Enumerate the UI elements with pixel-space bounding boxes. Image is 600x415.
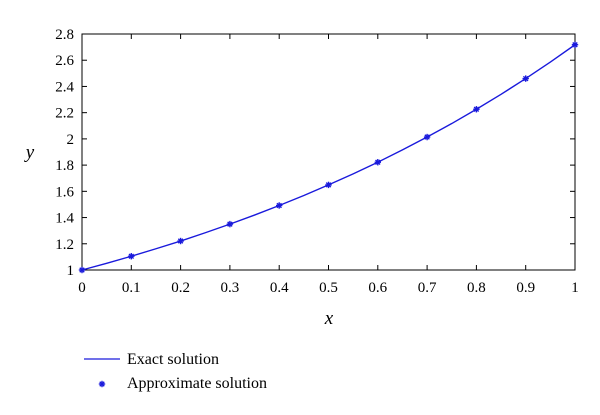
y-axis-ticks: 1 1.2 1.4 1.6 1.8 2 2.2 2.4 2.6 2.8 bbox=[55, 27, 575, 279]
approximate-solution-point bbox=[522, 75, 529, 82]
x-tick-label: 0.8 bbox=[467, 280, 486, 296]
x-axis-label: x bbox=[324, 308, 334, 329]
series-layer bbox=[78, 41, 579, 274]
approximate-solution-point bbox=[571, 41, 579, 48]
approximate-solution-point bbox=[374, 159, 381, 166]
x-axis-ticks: 0 0.1 0.2 0.3 0.4 0.5 0.6 0.7 0.8 0.9 1 bbox=[78, 34, 579, 296]
legend-star-marker bbox=[98, 380, 106, 388]
y-tick-label: 2 bbox=[67, 132, 75, 148]
legend-star-glyph bbox=[98, 380, 106, 388]
y-tick-label: 1.4 bbox=[55, 211, 74, 227]
y-tick-label: 1 bbox=[67, 263, 75, 279]
x-tick-label: 1 bbox=[571, 280, 579, 296]
x-tick-label: 0.7 bbox=[418, 280, 437, 296]
approximate-solution-point bbox=[276, 202, 283, 209]
x-tick-label: 0.3 bbox=[221, 280, 240, 296]
y-axis-label: y bbox=[24, 142, 35, 163]
legend-label-exact: Exact solution bbox=[127, 351, 219, 368]
approximate-solution-point bbox=[78, 266, 86, 274]
legend-label-approximate: Approximate solution bbox=[127, 375, 267, 392]
y-tick-label: 2.4 bbox=[55, 79, 74, 95]
approximate-solution-point bbox=[423, 133, 431, 141]
legend: Exact solution Approximate solution bbox=[84, 351, 267, 392]
approximate-solution-point bbox=[473, 106, 480, 113]
plot-area-frame bbox=[81, 33, 576, 271]
y-tick-label: 2.6 bbox=[55, 53, 74, 69]
approximate-solution-point bbox=[325, 181, 332, 189]
x-tick-label: 0 bbox=[78, 280, 86, 296]
y-tick-label: 2.8 bbox=[55, 27, 74, 43]
y-tick-label: 1.8 bbox=[55, 158, 74, 174]
approximate-solution-point bbox=[128, 253, 135, 260]
x-tick-label: 0.6 bbox=[368, 280, 387, 296]
x-tick-label: 0.5 bbox=[319, 280, 338, 296]
y-tick-label: 1.2 bbox=[55, 237, 74, 253]
x-tick-label: 0.4 bbox=[270, 280, 289, 296]
approximate-solution-point bbox=[226, 220, 234, 228]
x-tick-label: 0.2 bbox=[171, 280, 190, 296]
exact-solution-line bbox=[81, 44, 576, 271]
x-tick-label: 0.1 bbox=[122, 280, 141, 296]
y-tick-label: 1.6 bbox=[55, 184, 74, 200]
approximate-solution-point bbox=[177, 237, 184, 245]
y-tick-label: 2.2 bbox=[55, 106, 74, 122]
x-tick-label: 0.9 bbox=[516, 280, 535, 296]
